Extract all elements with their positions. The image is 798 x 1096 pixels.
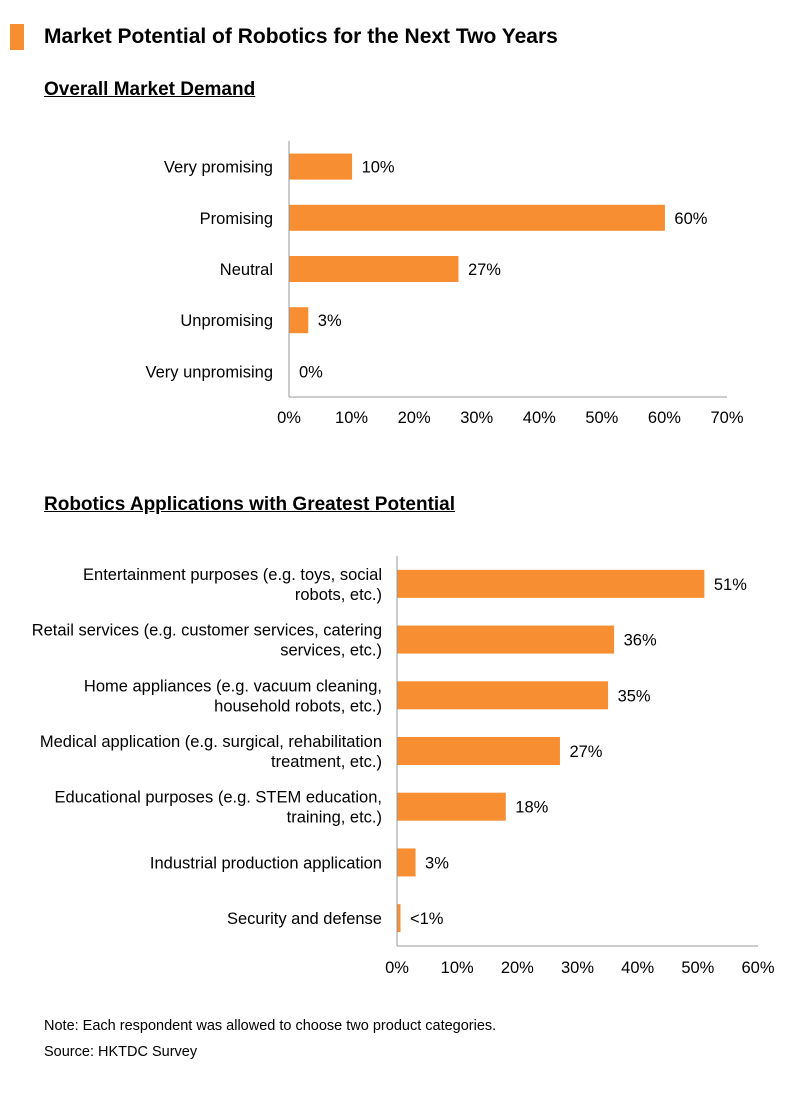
page-title: Market Potential of Robotics for the Nex… bbox=[44, 25, 558, 48]
x-tick-label: 70% bbox=[710, 409, 743, 427]
category-label: Industrial production application bbox=[150, 854, 382, 872]
bar bbox=[397, 792, 506, 821]
x-tick-label: 30% bbox=[561, 959, 594, 977]
x-tick-label: 10% bbox=[441, 959, 474, 977]
bar bbox=[397, 848, 416, 877]
x-tick-label: 30% bbox=[460, 409, 493, 427]
category-label: Home appliances (e.g. vacuum cleaning, bbox=[84, 677, 382, 695]
x-tick-label: 0% bbox=[385, 959, 409, 977]
x-tick-label: 50% bbox=[585, 409, 618, 427]
category-label: Retail services (e.g. customer services,… bbox=[32, 622, 382, 640]
x-tick-label: 20% bbox=[398, 409, 431, 427]
category-label: robots, etc.) bbox=[295, 586, 382, 604]
data-label: 27% bbox=[569, 743, 602, 761]
bar bbox=[397, 569, 705, 598]
data-label: 36% bbox=[624, 632, 657, 650]
bar bbox=[397, 681, 609, 710]
data-label: 51% bbox=[714, 576, 747, 594]
data-label: 3% bbox=[425, 854, 449, 872]
x-tick-label: 60% bbox=[648, 409, 681, 427]
bar bbox=[397, 737, 560, 765]
category-label: Very promising bbox=[164, 159, 273, 177]
data-label: 10% bbox=[362, 159, 395, 177]
x-tick-label: 40% bbox=[621, 959, 654, 977]
category-label: treatment, etc.) bbox=[271, 753, 382, 771]
footnote: Note: Each respondent was allowed to cho… bbox=[44, 1018, 497, 1034]
category-label: Medical application (e.g. surgical, reha… bbox=[40, 733, 382, 751]
category-label: Promising bbox=[200, 210, 273, 228]
bar bbox=[289, 153, 353, 180]
category-label: Very unpromising bbox=[146, 363, 273, 381]
category-label: Educational purposes (e.g. STEM educatio… bbox=[55, 789, 382, 807]
data-label: 18% bbox=[515, 799, 548, 817]
bar bbox=[289, 204, 665, 231]
bar bbox=[397, 625, 615, 654]
category-label: training, etc.) bbox=[287, 809, 382, 827]
data-label: 3% bbox=[318, 312, 342, 330]
chart-1-title: Overall Market Demand bbox=[44, 79, 256, 100]
data-label: 60% bbox=[674, 210, 707, 228]
x-tick-label: 40% bbox=[523, 409, 556, 427]
source-note: Source: HKTDC Survey bbox=[44, 1044, 198, 1060]
category-label: services, etc.) bbox=[280, 642, 382, 660]
x-tick-label: 50% bbox=[681, 959, 714, 977]
category-label: Unpromising bbox=[180, 312, 273, 330]
bar bbox=[289, 307, 309, 334]
data-label: <1% bbox=[410, 910, 444, 928]
category-label: Neutral bbox=[220, 261, 273, 279]
data-label: 0% bbox=[299, 363, 323, 381]
data-label: 35% bbox=[618, 687, 651, 705]
title-accent-bar bbox=[10, 24, 24, 50]
data-label: 27% bbox=[468, 261, 501, 279]
category-label: household robots, etc.) bbox=[214, 697, 382, 715]
x-tick-label: 0% bbox=[277, 409, 301, 427]
bar bbox=[289, 256, 459, 282]
category-label: Security and defense bbox=[227, 910, 382, 928]
chart-2-title: Robotics Applications with Greatest Pote… bbox=[44, 494, 456, 515]
category-label: Entertainment purposes (e.g. toys, socia… bbox=[83, 566, 382, 584]
bar bbox=[397, 904, 401, 933]
x-tick-label: 60% bbox=[741, 959, 774, 977]
x-tick-label: 10% bbox=[335, 409, 368, 427]
x-tick-label: 20% bbox=[501, 959, 534, 977]
